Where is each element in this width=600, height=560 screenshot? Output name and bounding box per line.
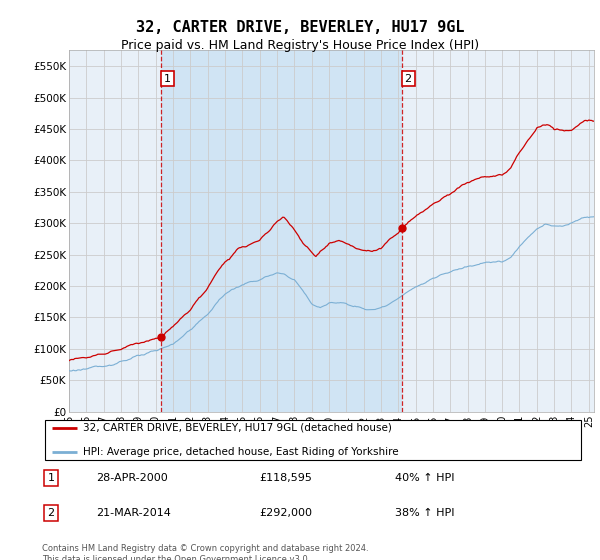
Text: 32, CARTER DRIVE, BEVERLEY, HU17 9GL (detached house): 32, CARTER DRIVE, BEVERLEY, HU17 9GL (de… [83, 423, 392, 433]
Text: £292,000: £292,000 [259, 508, 312, 518]
Text: 28-APR-2000: 28-APR-2000 [97, 473, 168, 483]
Text: 2: 2 [404, 74, 412, 83]
Text: HPI: Average price, detached house, East Riding of Yorkshire: HPI: Average price, detached house, East… [83, 447, 398, 458]
Text: 1: 1 [164, 74, 171, 83]
Text: Contains HM Land Registry data © Crown copyright and database right 2024.
This d: Contains HM Land Registry data © Crown c… [42, 544, 368, 560]
Text: 21-MAR-2014: 21-MAR-2014 [97, 508, 171, 518]
Text: 1: 1 [47, 473, 55, 483]
Text: Price paid vs. HM Land Registry's House Price Index (HPI): Price paid vs. HM Land Registry's House … [121, 39, 479, 52]
FancyBboxPatch shape [45, 420, 581, 460]
Text: 2: 2 [47, 508, 55, 518]
Bar [161, 50, 402, 412]
Text: 38% ↑ HPI: 38% ↑ HPI [395, 508, 454, 518]
Text: £118,595: £118,595 [259, 473, 312, 483]
Text: 40% ↑ HPI: 40% ↑ HPI [395, 473, 454, 483]
Text: 32, CARTER DRIVE, BEVERLEY, HU17 9GL: 32, CARTER DRIVE, BEVERLEY, HU17 9GL [136, 20, 464, 35]
